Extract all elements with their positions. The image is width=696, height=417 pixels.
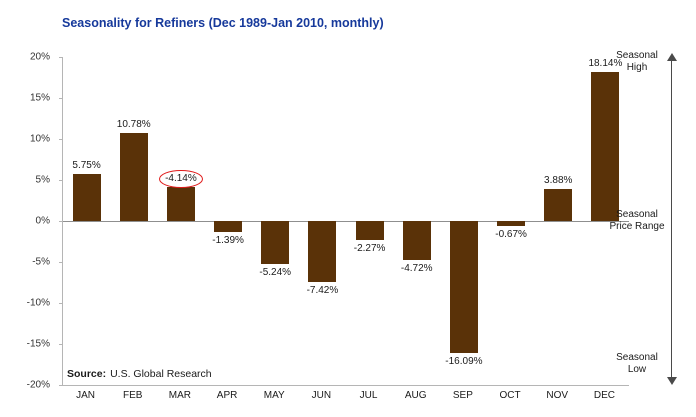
seasonal-price-range-label: Seasonal Price Range [609,209,665,232]
y-tick-label: -20% [26,379,50,391]
bar-column-mar: -4.14% [157,57,204,385]
bar-mar [166,187,195,221]
bar-value-label-nov: 3.88% [544,175,573,187]
x-axis: JAN FEB MAR APR MAY JUN JUL AUG SEP OCT NOV DEC [62,390,628,404]
zero-line [63,221,629,222]
bar-value-label-mar: -4.14% [143,170,218,189]
bar-dec [591,72,620,221]
bar-value-label-may: -5.24% [259,266,292,278]
bar-may [261,221,290,264]
bar-feb [119,132,148,221]
y-tick-label: -15% [26,338,50,350]
x-axis-label-oct: OCT [499,390,521,401]
y-tick-mark [59,385,63,386]
bar-column-apr: -1.39% [205,57,252,385]
y-tick-mark [59,57,63,58]
x-axis-label-feb: FEB [123,390,143,401]
y-axis: 20% 15% 10% 5% 0% -5% -10% -15% -20% [0,52,58,391]
x-axis-label-may: MAY [263,390,285,401]
bar-oct [497,221,526,227]
x-axis-label-aug: AUG [404,390,427,401]
bar-value-label-jul: -2.27% [353,242,386,254]
source-label: Source: [67,368,107,380]
bar-column-aug: -4.72% [393,57,440,385]
y-tick-mark [59,98,63,99]
seasonal-low-label: Seasonal Low [616,352,658,375]
bar-column-jan: 5.75% [63,57,110,385]
y-tick-mark [59,262,63,263]
y-tick-label: 20% [29,51,50,63]
x-axis-label-jul: JUL [359,390,378,401]
y-tick-mark [59,221,63,222]
bar-column-jul: -2.27% [346,57,393,385]
plot-area: 5.75% 10.78% -4.14% -1.39% -5.24% -7.42% -2.27… [59,57,629,386]
bar-value-label-jan: 5.75% [72,159,101,171]
x-axis-label-mar: MAR [168,390,192,401]
arrow-up-icon [666,53,677,61]
y-tick-label: 0% [35,215,50,227]
x-axis-label-apr: APR [216,390,238,401]
bar-value-label-jun: -7.42% [306,284,339,296]
bar-jun [308,221,337,282]
y-tick-label: -10% [26,297,50,309]
y-tick-mark [59,180,63,181]
source-note: Source: U.S. Global Research [67,368,212,380]
bar-jan [72,173,101,221]
x-axis-label-sep: SEP [452,390,473,401]
bar-value-label-feb: 10.78% [116,118,151,130]
y-tick-label: -5% [32,256,50,268]
bar-column-nov: 3.88% [535,57,582,385]
bar-column-jun: -7.42% [299,57,346,385]
bar-jul [355,221,384,240]
bar-column-sep: -16.09% [440,57,487,385]
x-axis-label-jun: JUN [311,390,332,401]
source-text: U.S. Global Research [110,368,212,380]
bar-column-dec: 18.14% [582,57,629,385]
y-tick-mark [59,303,63,304]
bar-value-label-oct: -0.67% [495,229,527,241]
bar-sep [449,221,478,353]
bar-value-label-sep: -16.09% [445,355,483,367]
y-tick-label: 10% [29,133,50,145]
y-tick-label: 15% [29,92,50,104]
highlight-ellipse: -4.14% [159,170,203,189]
y-tick-mark [59,139,63,140]
y-tick-label: 5% [35,174,50,186]
bar-column-oct: -0.67% [488,57,535,385]
seasonal-range-line [671,60,672,378]
arrow-down-icon [666,377,677,385]
x-axis-label-jan: JAN [76,390,96,401]
bar-aug [402,221,431,260]
bar-column-may: -5.24% [252,57,299,385]
bar-value-label-apr: -1.39% [212,235,244,247]
bar-nov [544,189,573,221]
seasonal-high-label: Seasonal High [616,50,658,73]
bar-value-label-aug: -4.72% [400,262,433,274]
chart-title: Seasonality for Refiners (Dec 1989-Jan 2… [62,16,384,30]
x-axis-label-dec: DEC [593,390,615,401]
bar-apr [214,221,243,233]
bar-column-feb: 10.78% [110,57,157,385]
bar-value-label-dec: 18.14% [588,58,623,70]
y-tick-mark [59,344,63,345]
x-axis-label-nov: NOV [546,390,569,401]
